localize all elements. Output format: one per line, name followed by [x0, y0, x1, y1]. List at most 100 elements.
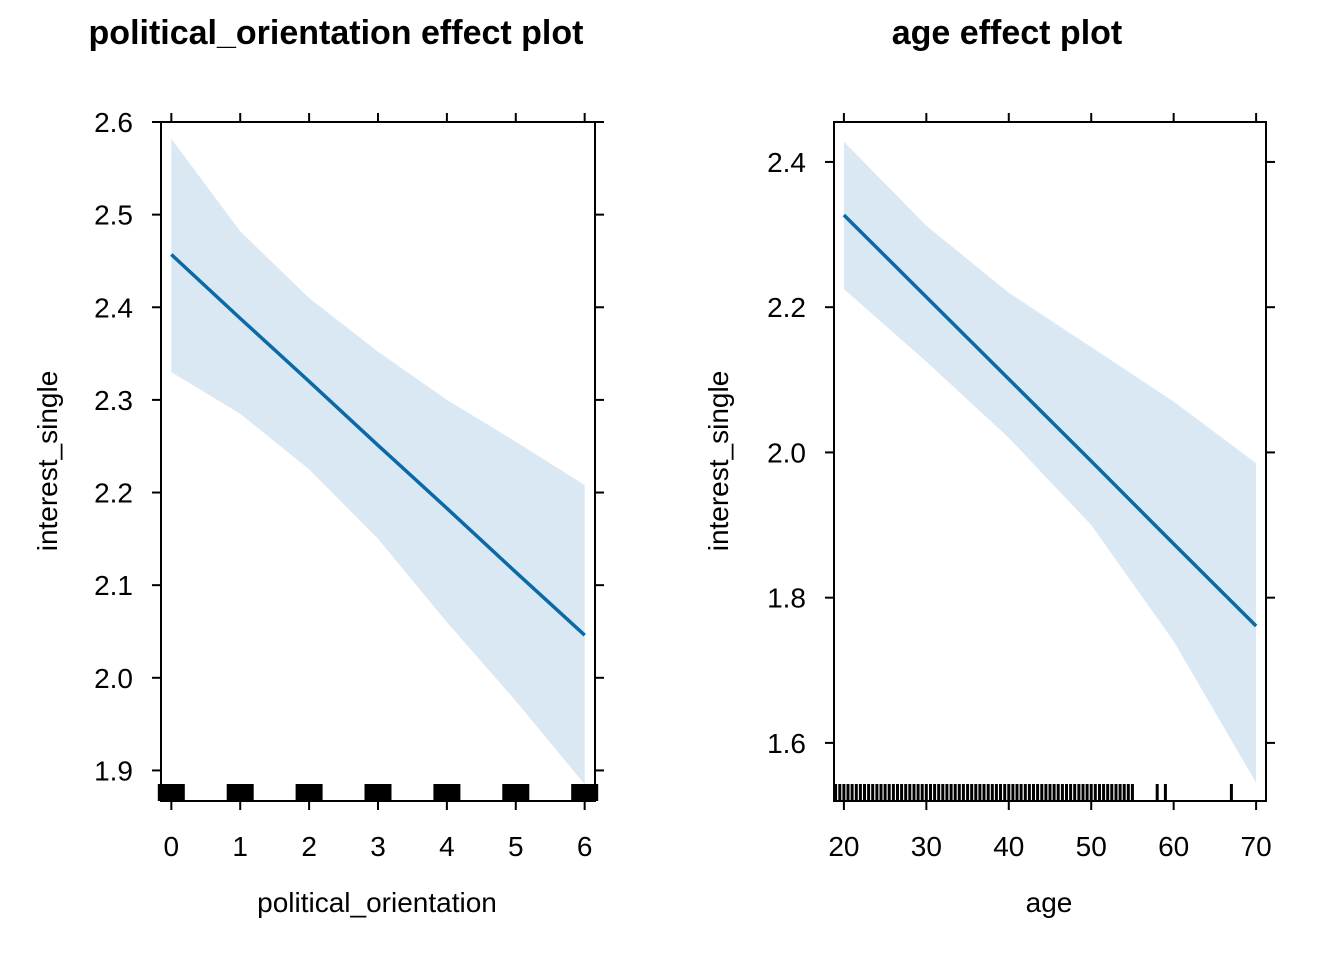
rug-mark	[846, 784, 850, 801]
y-tick-label: 1.6	[767, 728, 806, 759]
x-tick-label: 70	[1241, 831, 1272, 862]
rug-mark	[1036, 784, 1040, 801]
rug-mark	[854, 784, 858, 801]
panel-title: political_orientation effect plot	[89, 14, 584, 52]
rug-mark	[887, 784, 891, 801]
rug-mark	[961, 784, 965, 801]
rug-mark	[982, 784, 986, 801]
x-tick-label: 1	[232, 831, 248, 862]
rug-mark	[1093, 784, 1097, 801]
rug-mark	[912, 784, 916, 801]
rug-mark	[900, 784, 904, 801]
rug-mark	[1122, 784, 1126, 801]
rug-mark	[908, 784, 912, 801]
rug-mark	[970, 784, 974, 801]
y-tick-label: 2.2	[94, 478, 133, 509]
rug-mark	[1011, 784, 1015, 801]
x-axis-label: political_orientation	[257, 887, 497, 918]
rug-mark	[1126, 784, 1130, 801]
rug-mark	[957, 784, 961, 801]
plot-frame	[833, 121, 1267, 802]
rug-mark	[867, 784, 871, 801]
rug-mark	[1114, 784, 1118, 801]
rug-mark	[1110, 784, 1114, 801]
x-tick-label: 0	[164, 831, 180, 862]
rug-mark	[871, 784, 875, 801]
rug-mark	[920, 784, 924, 801]
rug-mark	[1130, 784, 1134, 801]
rug-mark	[1048, 784, 1052, 801]
rug-mark	[933, 784, 937, 801]
x-tick-label: 6	[577, 831, 593, 862]
y-axis-label: interest_single	[703, 371, 734, 552]
effect-line	[842, 213, 1258, 628]
rug-mark	[1007, 784, 1011, 801]
rug-mark	[883, 784, 887, 801]
axis-ticks: 20 30 40 50 60 70 1.6 1.8 2.0 2.2 2.4	[767, 113, 1275, 862]
rug-mark	[945, 784, 949, 801]
rug-mark	[1118, 784, 1122, 801]
y-tick-label: 2.2	[767, 292, 806, 323]
rug-mark	[999, 784, 1002, 801]
x-tick-label: 3	[370, 831, 386, 862]
effect-line	[170, 253, 586, 637]
rug-mark	[1023, 784, 1027, 801]
x-tick-label: 30	[911, 831, 942, 862]
rug-mark	[1015, 784, 1019, 801]
rug-mark	[949, 784, 953, 801]
rug-mark	[1155, 784, 1159, 801]
rug-mark	[924, 784, 928, 801]
rug-mark	[916, 784, 920, 801]
rug-mark	[1060, 784, 1064, 801]
x-tick-label: 40	[993, 831, 1024, 862]
rug-mark	[974, 784, 978, 801]
panel-title: age effect plot	[892, 14, 1122, 52]
rug-mark	[1106, 784, 1110, 801]
confidence-band	[171, 138, 585, 785]
rug-mark	[1056, 784, 1060, 801]
y-axis-label: interest_single	[32, 371, 63, 552]
rug-mark	[364, 784, 392, 801]
rug-mark	[1065, 784, 1068, 801]
rug-mark	[978, 784, 982, 801]
rug-mark	[858, 784, 862, 801]
rug-mark	[295, 784, 323, 801]
y-tick-label: 2.0	[94, 663, 133, 694]
x-axis-label: age	[1026, 887, 1073, 918]
rug-mark	[994, 784, 998, 801]
rug-mark	[834, 784, 838, 801]
rug-mark	[838, 784, 842, 801]
x-tick-label: 5	[508, 831, 524, 862]
age-panel: age effect plot 20 30 40 50 60 70 1.6 1.8 2.0 2.2…	[703, 14, 1275, 918]
rug-mark	[986, 784, 990, 801]
rug-mark	[1003, 784, 1007, 801]
y-tick-label: 1.9	[94, 755, 133, 786]
rug-mark	[1044, 784, 1048, 801]
rug-mark	[1019, 784, 1023, 801]
confidence-band	[843, 141, 1257, 783]
x-tick-label: 2	[301, 831, 317, 862]
rug-mark	[891, 784, 895, 801]
rug-mark	[863, 784, 866, 801]
axis-ticks: 0 1 2 3 4 5 6 1.9 2.0 2.1 2.2 2.3 2.4 2.5 2.6	[94, 107, 604, 862]
rug-mark	[1089, 784, 1093, 801]
rug-mark	[1052, 784, 1056, 801]
rug-mark	[1073, 784, 1077, 801]
rug-mark	[1069, 784, 1073, 801]
rug-mark	[842, 784, 846, 801]
rug-mark	[1077, 784, 1081, 801]
rug-mark	[1085, 784, 1089, 801]
rug-mark	[896, 784, 899, 801]
rug-mark	[929, 784, 932, 801]
political-orientation-panel: political_orientation effect plot 0 1 2 3 4 5…	[32, 14, 604, 918]
rug-mark	[966, 784, 970, 801]
rug-mark	[941, 784, 945, 801]
rug-marks	[157, 784, 599, 801]
x-tick-label: 50	[1076, 831, 1107, 862]
rug-mark	[953, 784, 957, 801]
rug-mark	[1027, 784, 1031, 801]
rug-mark	[990, 784, 994, 801]
y-tick-label: 2.6	[94, 107, 133, 138]
rug-mark	[850, 784, 854, 801]
